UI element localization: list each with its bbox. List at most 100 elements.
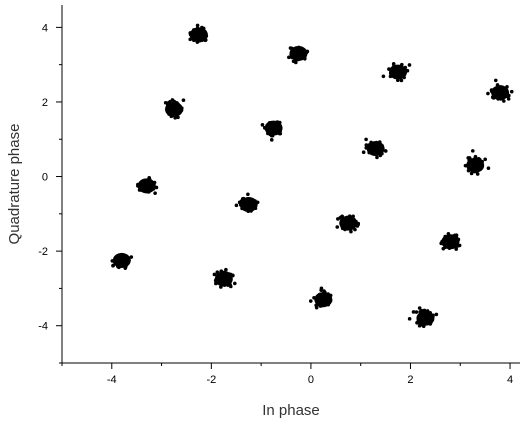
cluster-point	[416, 320, 420, 324]
x-tick-label: 2	[407, 374, 413, 386]
cluster-point	[452, 239, 457, 243]
cluster-point	[276, 127, 281, 132]
cluster-point	[219, 285, 223, 289]
cluster-point	[427, 317, 432, 322]
cluster-point	[367, 150, 372, 155]
cluster-point	[475, 172, 480, 176]
cluster-point	[476, 159, 480, 163]
constellation-cluster	[439, 231, 462, 251]
cluster-point	[174, 107, 178, 112]
cluster-point	[260, 123, 265, 127]
x-tick-label: 4	[507, 374, 513, 386]
cluster-point	[163, 100, 168, 105]
cluster-point	[246, 209, 251, 214]
cluster-point	[426, 312, 431, 317]
cluster-point	[466, 168, 471, 173]
cluster-point	[340, 214, 344, 219]
cluster-point	[221, 279, 226, 283]
cluster-point	[347, 220, 351, 225]
cluster-point	[219, 276, 224, 281]
cluster-point	[201, 32, 205, 36]
cluster-point	[381, 74, 386, 79]
cluster-point	[392, 70, 396, 75]
cluster-point	[335, 225, 340, 229]
constellation-cluster	[188, 23, 209, 44]
cluster-point	[446, 239, 451, 243]
cluster-point	[328, 297, 333, 302]
cluster-point	[411, 310, 416, 314]
cluster-point	[253, 206, 258, 211]
cluster-point	[350, 223, 355, 227]
cluster-point	[272, 130, 277, 134]
plot-area: -4 -2 0 2 4 -4 -2 0 2 4	[38, 5, 520, 386]
x-ticks: -4 -2 0 2 4	[61, 363, 513, 386]
cluster-point	[249, 209, 253, 213]
cluster-point	[124, 264, 128, 269]
cluster-point	[497, 92, 501, 97]
cluster-point	[244, 198, 248, 203]
y-axis-title: Quadrature phase	[6, 124, 23, 245]
cluster-point	[346, 226, 351, 230]
cluster-point	[499, 89, 503, 93]
cluster-point	[486, 166, 491, 171]
cluster-point	[317, 292, 322, 297]
cluster-point	[115, 255, 120, 260]
cluster-point	[434, 312, 439, 317]
cluster-point	[140, 186, 145, 191]
cluster-point	[486, 91, 490, 96]
cluster-point	[498, 86, 503, 90]
cluster-point	[299, 53, 304, 58]
cluster-point	[449, 243, 454, 248]
cluster-point	[483, 157, 487, 162]
cluster-point	[246, 192, 250, 197]
cluster-point	[231, 273, 235, 278]
cluster-point	[506, 97, 511, 101]
cluster-point	[240, 206, 244, 211]
constellation-cluster	[486, 78, 514, 103]
cluster-point	[452, 243, 456, 248]
cluster-point	[420, 310, 424, 315]
cluster-point	[295, 55, 300, 60]
cluster-point	[502, 99, 506, 103]
cluster-point	[304, 50, 309, 55]
cluster-point	[272, 123, 276, 128]
cluster-point	[428, 322, 433, 326]
cluster-point	[352, 217, 356, 222]
cluster-point	[480, 159, 485, 164]
cluster-point	[314, 297, 319, 302]
cluster-point	[153, 191, 157, 195]
cluster-point	[389, 67, 394, 72]
cluster-point	[505, 93, 510, 98]
cluster-point	[401, 71, 405, 76]
cluster-point	[222, 270, 227, 275]
cluster-point	[420, 315, 425, 319]
cluster-point	[116, 264, 120, 268]
cluster-point	[250, 205, 255, 210]
cluster-point	[174, 100, 179, 105]
cluster-point	[349, 229, 353, 234]
cluster-point	[228, 283, 233, 287]
constellation-cluster	[463, 149, 491, 176]
cluster-point	[154, 185, 159, 190]
cluster-point	[190, 30, 195, 34]
cluster-point	[470, 149, 475, 153]
cluster-point	[474, 162, 479, 167]
cluster-point	[224, 267, 228, 272]
cluster-point	[353, 227, 357, 232]
cluster-point	[198, 34, 202, 38]
cluster-point	[326, 292, 330, 296]
cluster-point	[290, 55, 294, 60]
x-tick-label: -2	[206, 374, 216, 386]
cluster-point	[403, 68, 408, 73]
cluster-point	[399, 78, 404, 83]
cluster-point	[219, 269, 223, 274]
constellation-cluster	[287, 45, 310, 65]
cluster-point	[225, 280, 230, 285]
cluster-point	[475, 166, 480, 171]
cluster-point	[469, 171, 474, 176]
constellation-cluster	[234, 192, 260, 214]
constellation-cluster	[110, 252, 134, 270]
cluster-point	[439, 241, 443, 246]
x-tick-label: -4	[107, 374, 117, 386]
cluster-point	[291, 59, 296, 64]
